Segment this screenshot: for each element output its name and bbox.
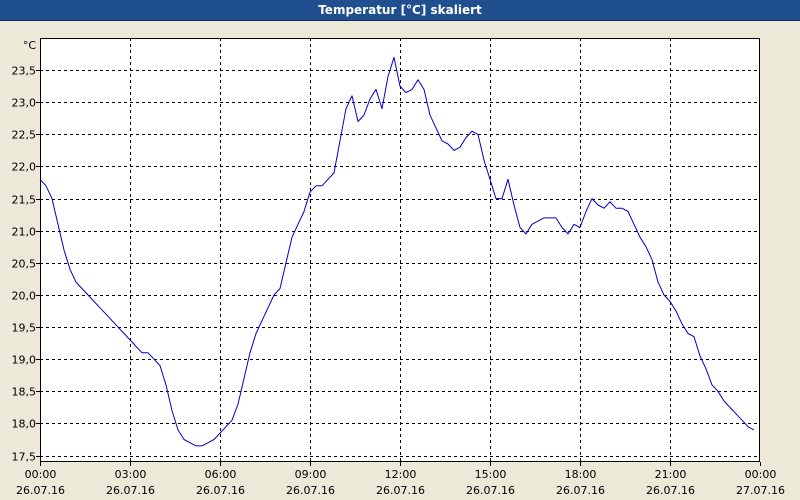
x-tick-date: 27.07.16	[736, 484, 785, 497]
window-title: Temperatur [°C] skaliert	[0, 0, 800, 21]
x-tick-date: 26.07.16	[556, 484, 605, 497]
x-tick-time: 09:00	[295, 468, 327, 481]
plot-border	[40, 38, 760, 462]
x-tick-time: 00:00	[745, 468, 777, 481]
y-tick-label: 17,5	[12, 451, 37, 464]
y-tick-label: 22,0	[12, 161, 37, 174]
x-tick-date: 26.07.16	[646, 484, 695, 497]
y-unit-label: °C	[23, 39, 37, 52]
y-tick-label: 20,5	[12, 258, 37, 271]
x-tick-date: 26.07.16	[376, 484, 425, 497]
temperature-series-line	[39, 56, 755, 447]
x-tick-time: 06:00	[205, 468, 237, 481]
x-tick-date: 26.07.16	[466, 484, 515, 497]
y-tick-label: 23,5	[12, 65, 37, 78]
y-tick-label: 18,0	[12, 418, 37, 431]
y-tick-label: 19,5	[12, 322, 37, 335]
x-tick-date: 26.07.16	[16, 484, 65, 497]
y-tick-label: 18,5	[12, 386, 37, 399]
x-tick-date: 26.07.16	[286, 484, 335, 497]
x-tick-date: 26.07.16	[106, 484, 155, 497]
y-tick-label: 21,0	[12, 226, 37, 239]
x-tick-time: 03:00	[115, 468, 147, 481]
y-tick-label: 22,5	[12, 129, 37, 142]
y-tick-label: 20,0	[12, 290, 37, 303]
x-tick-time: 00:00	[25, 468, 57, 481]
y-tick-label: 19,0	[12, 354, 37, 367]
x-tick-time: 12:00	[385, 468, 417, 481]
x-tick-time: 21:00	[655, 468, 687, 481]
x-tick-time: 18:00	[565, 468, 597, 481]
x-tick-date: 26.07.16	[196, 484, 245, 497]
x-tick-time: 15:00	[475, 468, 507, 481]
y-tick-label: 21,5	[12, 194, 37, 207]
y-tick-label: 23,0	[12, 97, 37, 110]
